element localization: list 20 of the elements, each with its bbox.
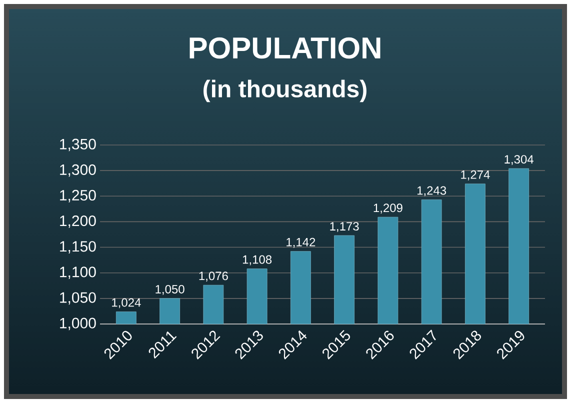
y-tick-label: 1,200 [60, 216, 96, 228]
y-tick-label: 1,250 [60, 190, 96, 202]
data-label: 1,050 [156, 284, 184, 295]
y-tick-label: 1,100 [60, 266, 96, 280]
data-label: 1,243 [417, 186, 446, 196]
chart-subtitle: (in thousands) [204, 80, 366, 102]
data-label: 1,076 [199, 272, 228, 282]
data-label: 1,024 [112, 298, 141, 308]
data-label: 1,304 [504, 155, 534, 165]
y-tick-label: 1,350 [60, 138, 96, 152]
y-tick-label: 1,000 [60, 318, 96, 330]
data-label: 1,173 [330, 222, 359, 232]
data-label: 1,274 [461, 170, 490, 180]
data-label: 1,142 [286, 238, 316, 248]
data-label: 1,209 [374, 204, 402, 214]
y-tick-label: 1,300 [60, 164, 96, 177]
y-tick-label: 1,150 [60, 241, 96, 254]
y-tick-label: 1,050 [60, 292, 96, 305]
chart-title: POPULATION [190, 37, 380, 59]
data-label: 1,108 [242, 255, 272, 266]
